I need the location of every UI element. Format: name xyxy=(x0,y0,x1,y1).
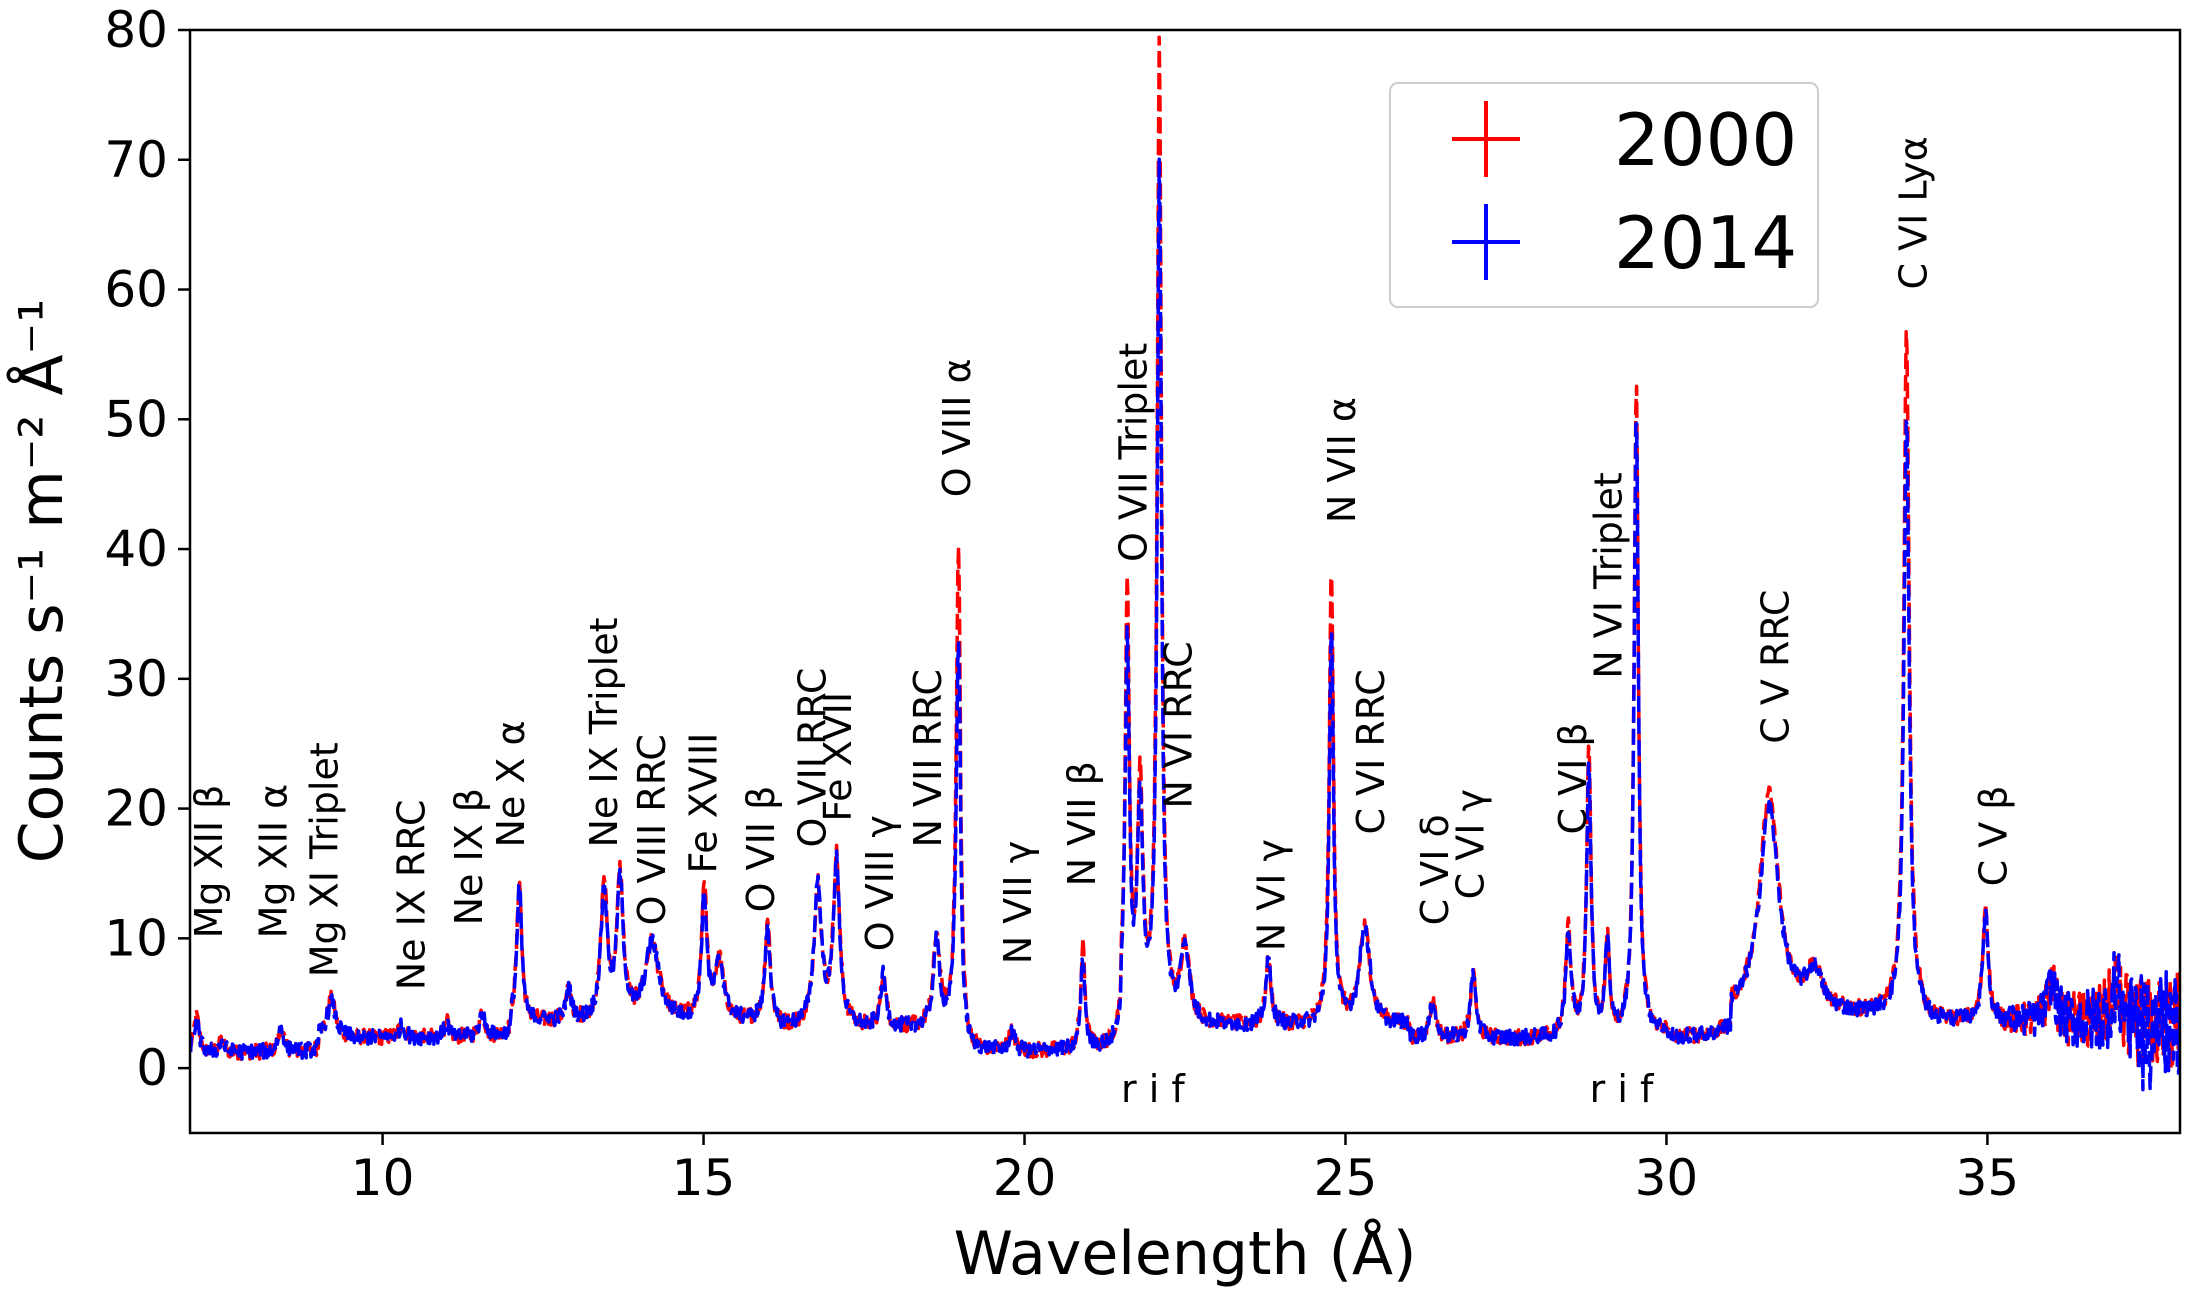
emission-line-label: Fe XVIII xyxy=(681,733,725,874)
emission-line-label: O VIII α xyxy=(935,358,979,497)
emission-line-label: C VI Lyα xyxy=(1891,136,1935,289)
emission-line-label: O VIII γ xyxy=(858,815,902,951)
emission-line-label: O VIII RRC xyxy=(630,734,674,925)
y-tick-label: 80 xyxy=(104,1,168,59)
triplet-rif-marker: r i f xyxy=(1590,1067,1655,1111)
emission-line-label: N VI RRC xyxy=(1156,641,1200,808)
y-tick-label: 30 xyxy=(104,650,168,708)
y-tick-label: 0 xyxy=(136,1039,168,1097)
emission-line-label: Mg XII β xyxy=(187,785,231,939)
emission-line-label: O VII Triplet xyxy=(1112,343,1156,562)
emission-line-label: N VI Triplet xyxy=(1587,472,1631,679)
series-layer xyxy=(190,35,2180,1092)
emission-line-label: C VI β xyxy=(1551,722,1595,834)
emission-line-label: C VI γ xyxy=(1449,789,1493,899)
emission-line-label: Ne X α xyxy=(489,720,533,847)
x-tick-label: 25 xyxy=(1314,1149,1378,1207)
emission-line-label: Mg XI Triplet xyxy=(303,742,347,977)
legend-label: 2014 xyxy=(1614,201,1797,285)
triplet-rif-marker: r i f xyxy=(1121,1067,1186,1111)
emission-line-label: N VII RRC xyxy=(906,669,950,847)
emission-line-label: C V RRC xyxy=(1753,590,1797,744)
emission-line-label: N VII γ xyxy=(996,841,1040,964)
y-tick-label: 60 xyxy=(104,261,168,319)
emission-line-label: Ne IX RRC xyxy=(389,800,433,991)
emission-line-label: C VI δ xyxy=(1413,814,1457,925)
y-tick-label: 10 xyxy=(104,909,168,967)
x-tick-label: 35 xyxy=(1956,1149,2020,1207)
emission-line-label: N VI γ xyxy=(1250,839,1294,951)
emission-line-label: Ne IX Triplet xyxy=(582,618,626,848)
series-2014-line xyxy=(190,157,2180,1092)
emission-line-label: Mg XII α xyxy=(251,784,295,939)
y-tick-label: 40 xyxy=(104,520,168,578)
legend-label: 2000 xyxy=(1614,98,1797,182)
legend-entry: 2014 xyxy=(1452,201,1797,285)
emission-line-label: O VII RRC xyxy=(791,668,835,848)
legend: 2000 2014 xyxy=(1389,82,1819,308)
emission-line-label: Fe XVII xyxy=(816,692,860,822)
x-tick-label: 20 xyxy=(993,1149,1057,1207)
emission-line-label: N VII β xyxy=(1060,761,1104,886)
legend-entry: 2000 xyxy=(1452,98,1797,182)
emission-line-label: C V β xyxy=(1972,785,2016,886)
x-axis-title: Wavelength (Å) xyxy=(954,1218,1417,1289)
emission-line-label: Ne IX β xyxy=(447,788,491,925)
emission-line-label: C VI RRC xyxy=(1349,669,1393,834)
ticks-layer: 10 15 20 25 30 35 0 10 20 30 40 50 60 70 80 xyxy=(104,1,2019,1207)
y-axis-title: Counts s⁻¹ m⁻² Å⁻¹ xyxy=(6,299,77,864)
x-tick-label: 30 xyxy=(1635,1149,1699,1207)
emission-line-label: O VII β xyxy=(739,786,783,913)
y-tick-label: 50 xyxy=(104,390,168,448)
x-tick-label: 15 xyxy=(672,1149,736,1207)
y-tick-label: 70 xyxy=(104,131,168,189)
x-tick-label: 10 xyxy=(351,1149,415,1207)
line-labels-layer: Mg XII β Mg XII α Mg XI Triplet Ne IX RRC Ne… xyxy=(187,136,2016,1110)
plot-frame xyxy=(188,28,2182,1135)
emission-line-label: N VII α xyxy=(1320,397,1364,523)
y-tick-label: 20 xyxy=(104,780,168,838)
